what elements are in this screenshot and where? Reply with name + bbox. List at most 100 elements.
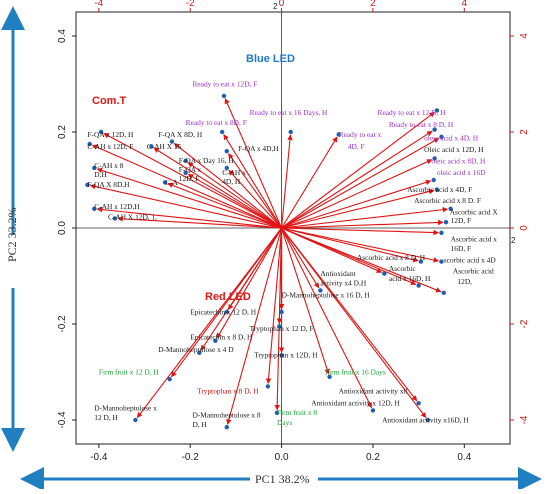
- observation-point: [336, 132, 341, 137]
- loading-arrow: [281, 130, 433, 229]
- group-label-blue-led: Blue LED: [246, 53, 295, 65]
- observation-point: [441, 290, 446, 295]
- x-tick-label: 0.4: [457, 452, 471, 463]
- x-tick-label: 0.0: [275, 452, 289, 463]
- observation-point: [112, 216, 118, 221]
- loading-arrow: [223, 134, 283, 229]
- point-label: Ascorbic acid x 4D, F: [407, 185, 472, 194]
- loading-arrow: [226, 227, 283, 425]
- point-label: C-AH X 12D, 1,: [108, 212, 157, 221]
- point-label: F-QA x: [179, 165, 202, 174]
- right-tick-label: 2: [519, 129, 530, 135]
- loading-arrow: [281, 179, 432, 229]
- observation-point: [370, 408, 376, 413]
- observation-point: [87, 141, 92, 147]
- observation-points: [85, 93, 453, 430]
- point-label: Oleic acid x 12D, H: [424, 145, 484, 154]
- observation-point: [382, 271, 387, 276]
- y-axis-title: PC2 33.2%: [5, 207, 19, 262]
- point-label: 12 D, H: [94, 413, 118, 422]
- point-label: Epicatechin x 8 D, H: [190, 332, 253, 341]
- point-label: C-AH x 12D, F: [87, 142, 133, 151]
- point-label: D,H: [94, 170, 107, 179]
- y-tick-label: -0.4: [57, 411, 68, 429]
- point-label: C-AH x 8: [94, 161, 123, 170]
- point-label: Ready to eat x 8D, F: [186, 118, 247, 127]
- observation-point: [149, 144, 154, 149]
- point-label: Ready to eat x 8 D, H: [389, 120, 454, 129]
- right-tick-label: -4: [519, 415, 530, 424]
- x-tick-label: -0.2: [182, 452, 200, 463]
- observation-point: [288, 129, 293, 135]
- loading-arrow: [281, 111, 435, 229]
- observation-point: [448, 206, 453, 211]
- observation-point: [224, 149, 229, 154]
- observation-point: [162, 180, 168, 185]
- observation-point: [439, 134, 444, 139]
- x-ticks-top: -4 -2 0 2 4: [94, 0, 468, 12]
- point-label: F-QA x 12D, H: [87, 130, 134, 139]
- point-label: F-QA X 8D,H: [87, 180, 130, 189]
- loading-arrow: [136, 227, 283, 419]
- loading-arrows: [89, 98, 449, 425]
- y-tick-label: -0.2: [57, 315, 68, 333]
- point-label: Firm fruit x 8: [277, 408, 317, 417]
- point-label: F-QA x Day 16, H: [179, 156, 234, 165]
- point-label: C-AH X 16: [147, 142, 182, 151]
- loading-arrow: [228, 169, 282, 229]
- point-label: C-AH x: [222, 168, 246, 177]
- loading-arrow: [281, 227, 419, 263]
- point-label: Ascorbic acid x 8 D, H: [357, 253, 426, 262]
- observation-point: [224, 165, 229, 171]
- loading-arrow: [96, 167, 282, 229]
- observation-point: [443, 220, 449, 225]
- point-label: Antioxidant activity x16D, H: [382, 415, 469, 424]
- point-label: scorbic acid x 4D: [444, 256, 497, 265]
- observation-point: [274, 410, 280, 415]
- point-label: Firm fruit x 12 D, H: [99, 367, 160, 376]
- point-label: 12D, F: [179, 174, 200, 183]
- point-label: Tryptophan x 12 D, F: [250, 324, 314, 333]
- loading-arrow: [200, 227, 283, 351]
- point-label: Days: [277, 418, 292, 427]
- loading-arrow: [224, 98, 283, 229]
- observation-point: [434, 187, 440, 192]
- point-label: Antioxidant activity x8: [339, 387, 408, 396]
- observation-point: [224, 425, 229, 430]
- observation-point: [425, 417, 430, 423]
- observation-point: [224, 309, 229, 315]
- loading-arrow: [281, 227, 320, 289]
- y-tick-label: 0.4: [57, 29, 68, 43]
- observation-point: [279, 309, 284, 315]
- observation-point: [92, 206, 97, 211]
- observation-point: [183, 158, 188, 163]
- y-tick-label: 0.0: [57, 221, 68, 235]
- loading-arrow: [281, 134, 293, 229]
- loading-arrow: [281, 159, 433, 229]
- point-label: D-Mannoheptulose x 16 D, H: [282, 291, 371, 300]
- point-label: Ready to eat x: [339, 130, 382, 139]
- loading-arrow: [281, 227, 440, 263]
- loading-arrow: [281, 227, 427, 419]
- point-label: Firm fruit x 16 Days: [325, 367, 386, 376]
- observation-point: [416, 401, 421, 406]
- point-label: D, H: [192, 420, 207, 429]
- observation-point: [213, 338, 218, 343]
- loading-arrow: [281, 219, 444, 229]
- loading-arrow: [281, 136, 338, 229]
- point-label: F-QA x 4D,H: [238, 144, 279, 153]
- x-axis-title: PC1 38.2%: [255, 472, 310, 486]
- right-tick-label: 0: [519, 225, 530, 231]
- point-label: activity x4 D,H: [320, 279, 366, 288]
- point-label: Ready to eat x 12 D, H: [378, 108, 447, 117]
- x-ticks-bottom: -0.4 -0.2 0.0 0.2 0.4: [90, 444, 472, 463]
- observation-point: [439, 230, 444, 235]
- point-label: acid x 16D, H: [389, 274, 431, 283]
- point-label: Antioxidant: [320, 269, 356, 278]
- top-tick-label: -4: [94, 0, 103, 9]
- point-label: 12D,: [457, 277, 472, 286]
- loading-arrow: [96, 206, 282, 229]
